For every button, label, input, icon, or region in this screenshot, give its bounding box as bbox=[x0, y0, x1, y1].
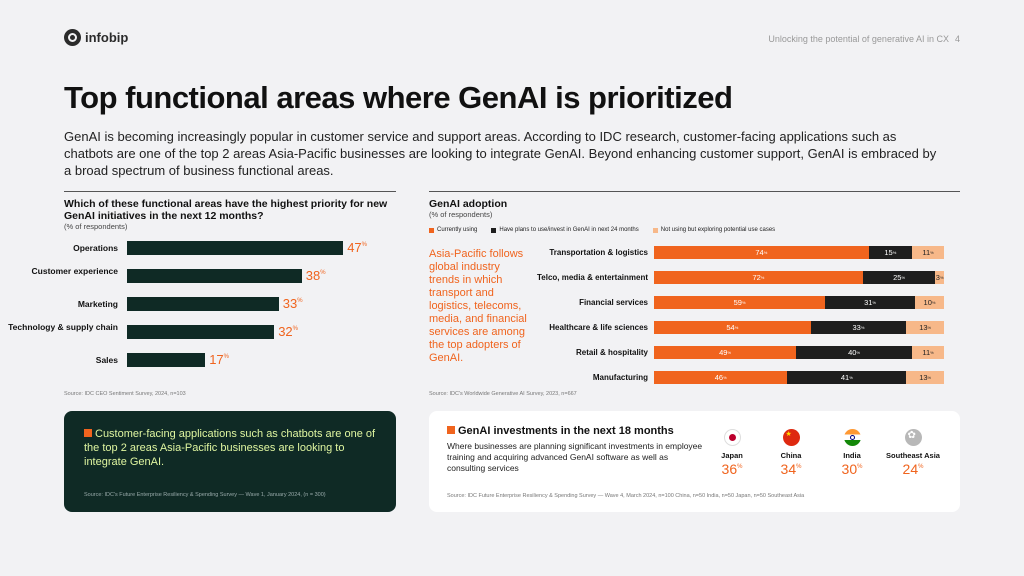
investments-title-text: GenAI investments in the next 18 months bbox=[458, 425, 674, 437]
adoption-seg-retail-hospitality-2: 40% bbox=[796, 346, 913, 359]
adoption-callout: Asia-Pacific follows global industry tre… bbox=[429, 248, 527, 364]
priority-bar-customer-experience bbox=[127, 269, 302, 283]
brand-name: infobip bbox=[85, 30, 129, 45]
priority-bar-label-customer-experience: Customer experience bbox=[31, 266, 118, 276]
legend-item-1: Currently using bbox=[429, 227, 477, 233]
highlight-card: Customer-facing applications such as cha… bbox=[64, 411, 396, 512]
country-india: India 30% bbox=[812, 429, 892, 477]
investments-source: Source: IDC Future Enterprise Resiliency… bbox=[447, 493, 805, 499]
adoption-seg-transportation-logistics-1: 74% bbox=[654, 246, 869, 259]
globe-icon: ✿ bbox=[907, 430, 916, 441]
priority-bar-label-marketing: Marketing bbox=[77, 299, 118, 309]
adoption-seg-telco-media-entertainment-3: 3% bbox=[935, 271, 944, 284]
country-name-china: China bbox=[780, 451, 802, 460]
country-value-japan: 36% bbox=[721, 461, 743, 477]
country-name-japan: Japan bbox=[721, 451, 743, 460]
adoption-row-label-telco-media-entertainment: Telco, media & entertainment bbox=[537, 273, 648, 282]
orange-square-icon bbox=[447, 426, 455, 434]
country-value-southeast-asia: 24% bbox=[902, 461, 924, 477]
adoption-seg-healthcare-life-sciences-3: 13% bbox=[906, 321, 944, 334]
infobip-logo-icon bbox=[64, 29, 81, 46]
priority-bar-operations bbox=[127, 241, 344, 255]
priority-chart-source: Source: IDC CEO Sentiment Survey, 2024, … bbox=[64, 391, 186, 397]
page-title: Top functional areas where GenAI is prio… bbox=[64, 80, 733, 115]
adoption-row-label-manufacturing: Manufacturing bbox=[592, 373, 648, 382]
highlight-text: Customer-facing applications such as cha… bbox=[84, 427, 384, 469]
intro-paragraph: GenAI is becoming increasingly popular i… bbox=[64, 129, 937, 178]
adoption-seg-financial-services-3: 10% bbox=[915, 296, 944, 309]
highlight-source: Source: IDC's Future Enterprise Resilien… bbox=[84, 492, 326, 498]
legend-swatch-3 bbox=[652, 227, 658, 233]
country-name-india: India bbox=[843, 451, 861, 460]
investments-card: GenAI investments in the next 18 months … bbox=[429, 411, 960, 512]
priority-bar-label-technology-supply-chain: Technology & supply chain bbox=[8, 322, 118, 332]
country-southeast-asia: ✿ Southeast Asia 24% bbox=[873, 429, 953, 477]
legend-label-2: Have plans to use/invest in GenAI in nex… bbox=[499, 227, 639, 233]
flag-southeast-asia-icon: ✿ bbox=[904, 429, 922, 446]
priority-bar-value-sales: 17% bbox=[209, 352, 229, 367]
country-value-china: 34% bbox=[780, 461, 802, 477]
priority-chart-title: Which of these functional areas have the… bbox=[64, 198, 388, 222]
legend-item-3: Not using but exploring potential use ca… bbox=[652, 227, 776, 233]
adoption-seg-manufacturing-3: 13% bbox=[906, 371, 944, 384]
flag-india-icon bbox=[843, 429, 861, 446]
adoption-row-label-healthcare-life-sciences: Healthcare & life sciences bbox=[549, 323, 648, 332]
india-chakra-icon bbox=[849, 435, 855, 440]
priority-bar-value-technology-supply-chain: 32% bbox=[278, 324, 298, 339]
adoption-seg-telco-media-entertainment-2: 25% bbox=[862, 271, 936, 284]
adoption-seg-retail-hospitality-3: 11% bbox=[912, 346, 944, 359]
adoption-seg-financial-services-1: 59% bbox=[654, 296, 826, 309]
orange-square-icon bbox=[84, 429, 92, 437]
priority-bar-label-sales: Sales bbox=[95, 355, 118, 365]
priority-bar-technology-supply-chain bbox=[127, 325, 275, 339]
adoption-seg-healthcare-life-sciences-1: 54% bbox=[654, 321, 811, 334]
country-value-india: 30% bbox=[841, 461, 863, 477]
doc-title: Unlocking the potential of generative AI… bbox=[768, 34, 949, 44]
china-star-icon: ★ bbox=[785, 431, 792, 438]
brand-logo: infobip bbox=[64, 29, 128, 46]
priority-bar-sales bbox=[127, 353, 206, 367]
priority-bar-marketing bbox=[127, 297, 279, 311]
investments-description: Where businesses are planning significan… bbox=[447, 441, 703, 473]
page-header: Unlocking the potential of generative AI… bbox=[762, 34, 960, 44]
adoption-seg-manufacturing-2: 41% bbox=[787, 371, 907, 384]
country-name-southeast-asia: Southeast Asia bbox=[886, 451, 940, 460]
legend-swatch-2 bbox=[491, 227, 497, 233]
adoption-chart-title: GenAI adoption bbox=[429, 198, 508, 210]
highlight-text-content: Customer-facing applications such as cha… bbox=[84, 428, 376, 468]
priority-chart-subtitle: (% of respondents) bbox=[64, 222, 128, 231]
legend-item-2: Have plans to use/invest in GenAI in nex… bbox=[491, 227, 639, 233]
page-number: 4 bbox=[954, 34, 960, 44]
adoption-chart-subtitle: (% of respondents) bbox=[429, 210, 493, 219]
country-japan: Japan 36% bbox=[692, 429, 772, 477]
adoption-seg-telco-media-entertainment-1: 72% bbox=[654, 271, 863, 284]
country-china: ★ China 34% bbox=[751, 429, 831, 477]
adoption-legend: Currently using Have plans to use/invest … bbox=[429, 227, 775, 233]
priority-bar-value-operations: 47% bbox=[347, 240, 367, 255]
flag-china-icon: ★ bbox=[782, 429, 800, 446]
legend-label-3: Not using but exploring potential use ca… bbox=[660, 227, 776, 233]
adoption-row-label-retail-hospitality: Retail & hospitality bbox=[575, 348, 648, 357]
adoption-seg-retail-hospitality-1: 49% bbox=[654, 346, 797, 359]
adoption-seg-healthcare-life-sciences-2: 33% bbox=[810, 321, 907, 334]
divider-left bbox=[64, 191, 396, 192]
adoption-seg-financial-services-2: 31% bbox=[825, 296, 915, 309]
adoption-row-label-financial-services: Financial services bbox=[579, 298, 648, 307]
adoption-seg-transportation-logistics-3: 11% bbox=[912, 246, 944, 259]
investments-title: GenAI investments in the next 18 months bbox=[447, 425, 674, 437]
priority-bar-value-customer-experience: 38% bbox=[305, 268, 326, 283]
adoption-seg-transportation-logistics-2: 15% bbox=[868, 246, 913, 259]
flag-japan-icon bbox=[723, 429, 741, 446]
divider-right bbox=[429, 191, 960, 192]
adoption-chart-source: Source: IDC's Worldwide Generative AI Su… bbox=[429, 391, 577, 397]
adoption-row-label-transportation-logistics: Transportation & logistics bbox=[549, 248, 648, 257]
adoption-seg-manufacturing-1: 46% bbox=[654, 371, 788, 384]
priority-bar-label-operations: Operations bbox=[73, 243, 118, 253]
legend-label-1: Currently using bbox=[437, 227, 478, 233]
japan-sun-icon bbox=[728, 434, 736, 441]
priority-bar-value-marketing: 33% bbox=[282, 296, 303, 311]
legend-swatch-1 bbox=[429, 227, 434, 233]
